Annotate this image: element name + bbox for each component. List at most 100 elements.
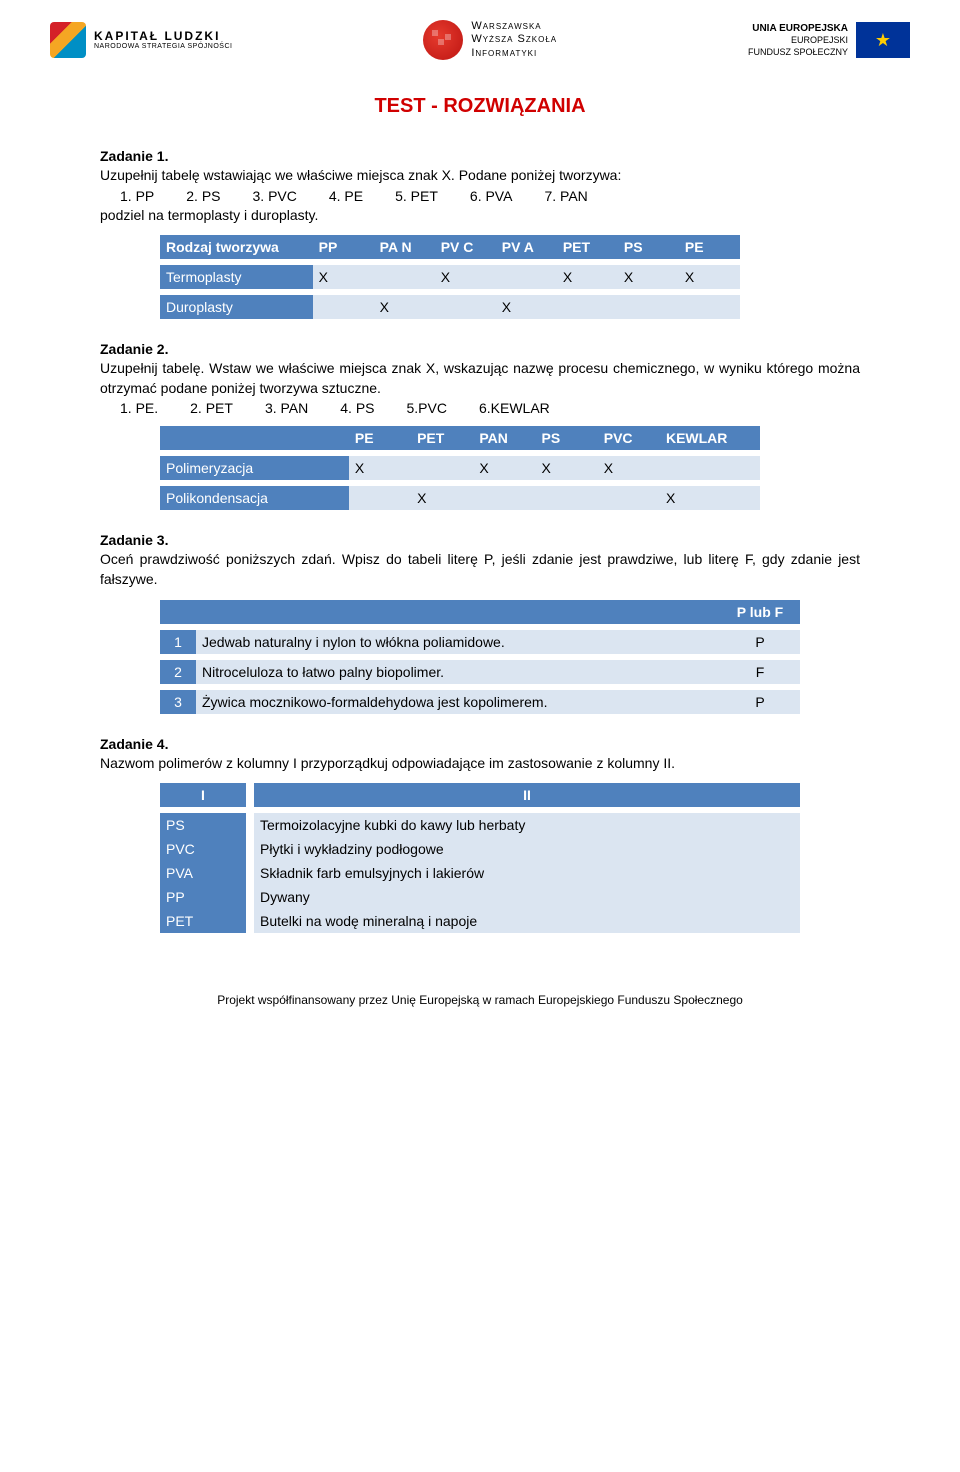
z2-opt: 5.PVC: [407, 400, 447, 416]
t3-pf: F: [720, 657, 800, 687]
zadanie2-head: Zadanie 2.: [100, 341, 860, 357]
t1-cell: [557, 292, 618, 319]
t2-cell: [660, 453, 760, 483]
zadanie2-body: Uzupełnij tabelę. Wstaw we właściwe miej…: [100, 359, 860, 398]
t2-cell: [473, 483, 535, 510]
t4-a: PET: [160, 909, 250, 933]
eu-stars: ★: [875, 30, 891, 51]
eu-l2: EUROPEJSKI: [748, 35, 848, 47]
t1-cell: X: [557, 262, 618, 292]
zadanie3-head: Zadanie 3.: [100, 532, 860, 548]
t2-cell: [536, 483, 598, 510]
t1-col: PV A: [496, 235, 557, 262]
t3-stmt: Jedwab naturalny i nylon to włókna polia…: [196, 627, 720, 657]
z2-opt: 6.KEWLAR: [479, 400, 550, 416]
t3-n: 2: [160, 657, 196, 687]
zadanie3-body: Oceń prawdziwość poniższych zdań. Wpisz …: [100, 550, 860, 589]
logo-kapital-ludzki: KAPITAŁ LUDZKI NARODOWA STRATEGIA SPÓJNO…: [50, 22, 232, 58]
wwsi-l2: Wyższa Szkoła: [471, 33, 557, 46]
t4-a: PP: [160, 885, 250, 909]
wwsi-l1: Warszawska: [471, 20, 557, 33]
t4-col1: I: [160, 783, 250, 810]
t1-cell: [313, 292, 374, 319]
page-footer: Projekt współfinansowany przez Unię Euro…: [0, 963, 960, 1027]
t2-cell: [411, 453, 473, 483]
t4-b: Płytki i wykładziny podłogowe: [250, 837, 800, 861]
t2-col: KEWLAR: [660, 426, 760, 453]
page-content: TEST - ROZWIĄZANIA Zadanie 1. Uzupełnij …: [0, 70, 960, 963]
t4-b: Składnik farb emulsyjnych i lakierów: [250, 861, 800, 885]
zadanie1-head: Zadanie 1.: [100, 148, 860, 164]
t2-col0: [160, 426, 349, 453]
t4-col2: II: [250, 783, 800, 810]
t4-a: PS: [160, 810, 250, 837]
z2-opt: 3. PAN: [265, 400, 308, 416]
z1-opt: 2. PS: [186, 188, 220, 204]
t1-cell: [374, 262, 435, 292]
eu-l1: UNIA EUROPEJSKA: [748, 22, 848, 35]
t3-pf: P: [720, 687, 800, 714]
t3-stmt: Nitroceluloza to łatwo palny biopolimer.: [196, 657, 720, 687]
zadanie2-table: PE PET PAN PS PVC KEWLAR Polimeryzacja X…: [160, 426, 760, 510]
z1-opt: 4. PE: [329, 188, 363, 204]
wwsi-icon: [423, 20, 463, 60]
t4-b: Butelki na wodę mineralną i napoje: [250, 909, 800, 933]
t2-cell: X: [536, 453, 598, 483]
t2-col: PVC: [598, 426, 660, 453]
t2-col: PE: [349, 426, 411, 453]
t3-stmt: Żywica mocznikowo-formaldehydowa jest ko…: [196, 687, 720, 714]
z1-opt: 3. PVC: [253, 188, 297, 204]
t3-pf: P: [720, 627, 800, 657]
z1-opt: 6. PVA: [470, 188, 513, 204]
z1-opt: 1. PP: [120, 188, 154, 204]
t2-cell: X: [473, 453, 535, 483]
z2-opt: 4. PS: [340, 400, 374, 416]
t2-col: PS: [536, 426, 598, 453]
z2-opt: 1. PE.: [120, 400, 158, 416]
zadanie2-options: 1. PE. 2. PET 3. PAN 4. PS 5.PVC 6.KEWLA…: [100, 400, 860, 416]
t1-cell: X: [618, 262, 679, 292]
logo-eu: UNIA EUROPEJSKA EUROPEJSKI FUNDUSZ SPOŁE…: [748, 22, 910, 58]
kl-line1: KAPITAŁ LUDZKI: [94, 30, 232, 43]
eu-flag-icon: ★: [856, 22, 910, 58]
header-logos: KAPITAŁ LUDZKI NARODOWA STRATEGIA SPÓJNO…: [0, 0, 960, 70]
t1-cell: X: [435, 262, 496, 292]
t4-b: Dywany: [250, 885, 800, 909]
t1-col: PET: [557, 235, 618, 262]
t1-col: PP: [313, 235, 374, 262]
eu-text: UNIA EUROPEJSKA EUROPEJSKI FUNDUSZ SPOŁE…: [748, 22, 848, 58]
t1-col: PS: [618, 235, 679, 262]
zadanie4-head: Zadanie 4.: [100, 736, 860, 752]
t3-n: 3: [160, 687, 196, 714]
eu-l3: FUNDUSZ SPOŁECZNY: [748, 47, 848, 59]
t2-cell: X: [598, 453, 660, 483]
t2-col: PET: [411, 426, 473, 453]
t3-n: 1: [160, 627, 196, 657]
t2-rowlabel: Polimeryzacja: [160, 453, 349, 483]
t1-col: PV C: [435, 235, 496, 262]
kapital-ludzki-icon: [50, 22, 86, 58]
t1-cell: X: [374, 292, 435, 319]
t1-cell: [679, 292, 740, 319]
t2-cell: X: [660, 483, 760, 510]
t1-cell: X: [313, 262, 374, 292]
t3-col-blank2: [196, 600, 720, 627]
t2-cell: X: [349, 453, 411, 483]
zadanie1-table: Rodzaj tworzywa PP PA N PV C PV A PET PS…: [160, 235, 740, 319]
t4-a: PVC: [160, 837, 250, 861]
kl-line2: NARODOWA STRATEGIA SPÓJNOŚCI: [94, 43, 232, 51]
t4-a: PVA: [160, 861, 250, 885]
zadanie1-body: Uzupełnij tabelę wstawiając we właściwe …: [100, 166, 860, 186]
t1-cell: [618, 292, 679, 319]
kapital-ludzki-text: KAPITAŁ LUDZKI NARODOWA STRATEGIA SPÓJNO…: [94, 30, 232, 51]
t2-col: PAN: [473, 426, 535, 453]
t1-col: PE: [679, 235, 740, 262]
zadanie4-body: Nazwom polimerów z kolumny I przyporządk…: [100, 754, 860, 774]
t3-col-pf: P lub F: [720, 600, 800, 627]
t1-col: PA N: [374, 235, 435, 262]
t4-b: Termoizolacyjne kubki do kawy lub herbat…: [250, 810, 800, 837]
t1-rowlabel: Duroplasty: [160, 292, 313, 319]
logo-wwsi: Warszawska Wyższa Szkoła Informatyki: [423, 20, 557, 60]
t2-cell: [349, 483, 411, 510]
zadanie1-options: 1. PP 2. PS 3. PVC 4. PE 5. PET 6. PVA 7…: [100, 188, 860, 204]
